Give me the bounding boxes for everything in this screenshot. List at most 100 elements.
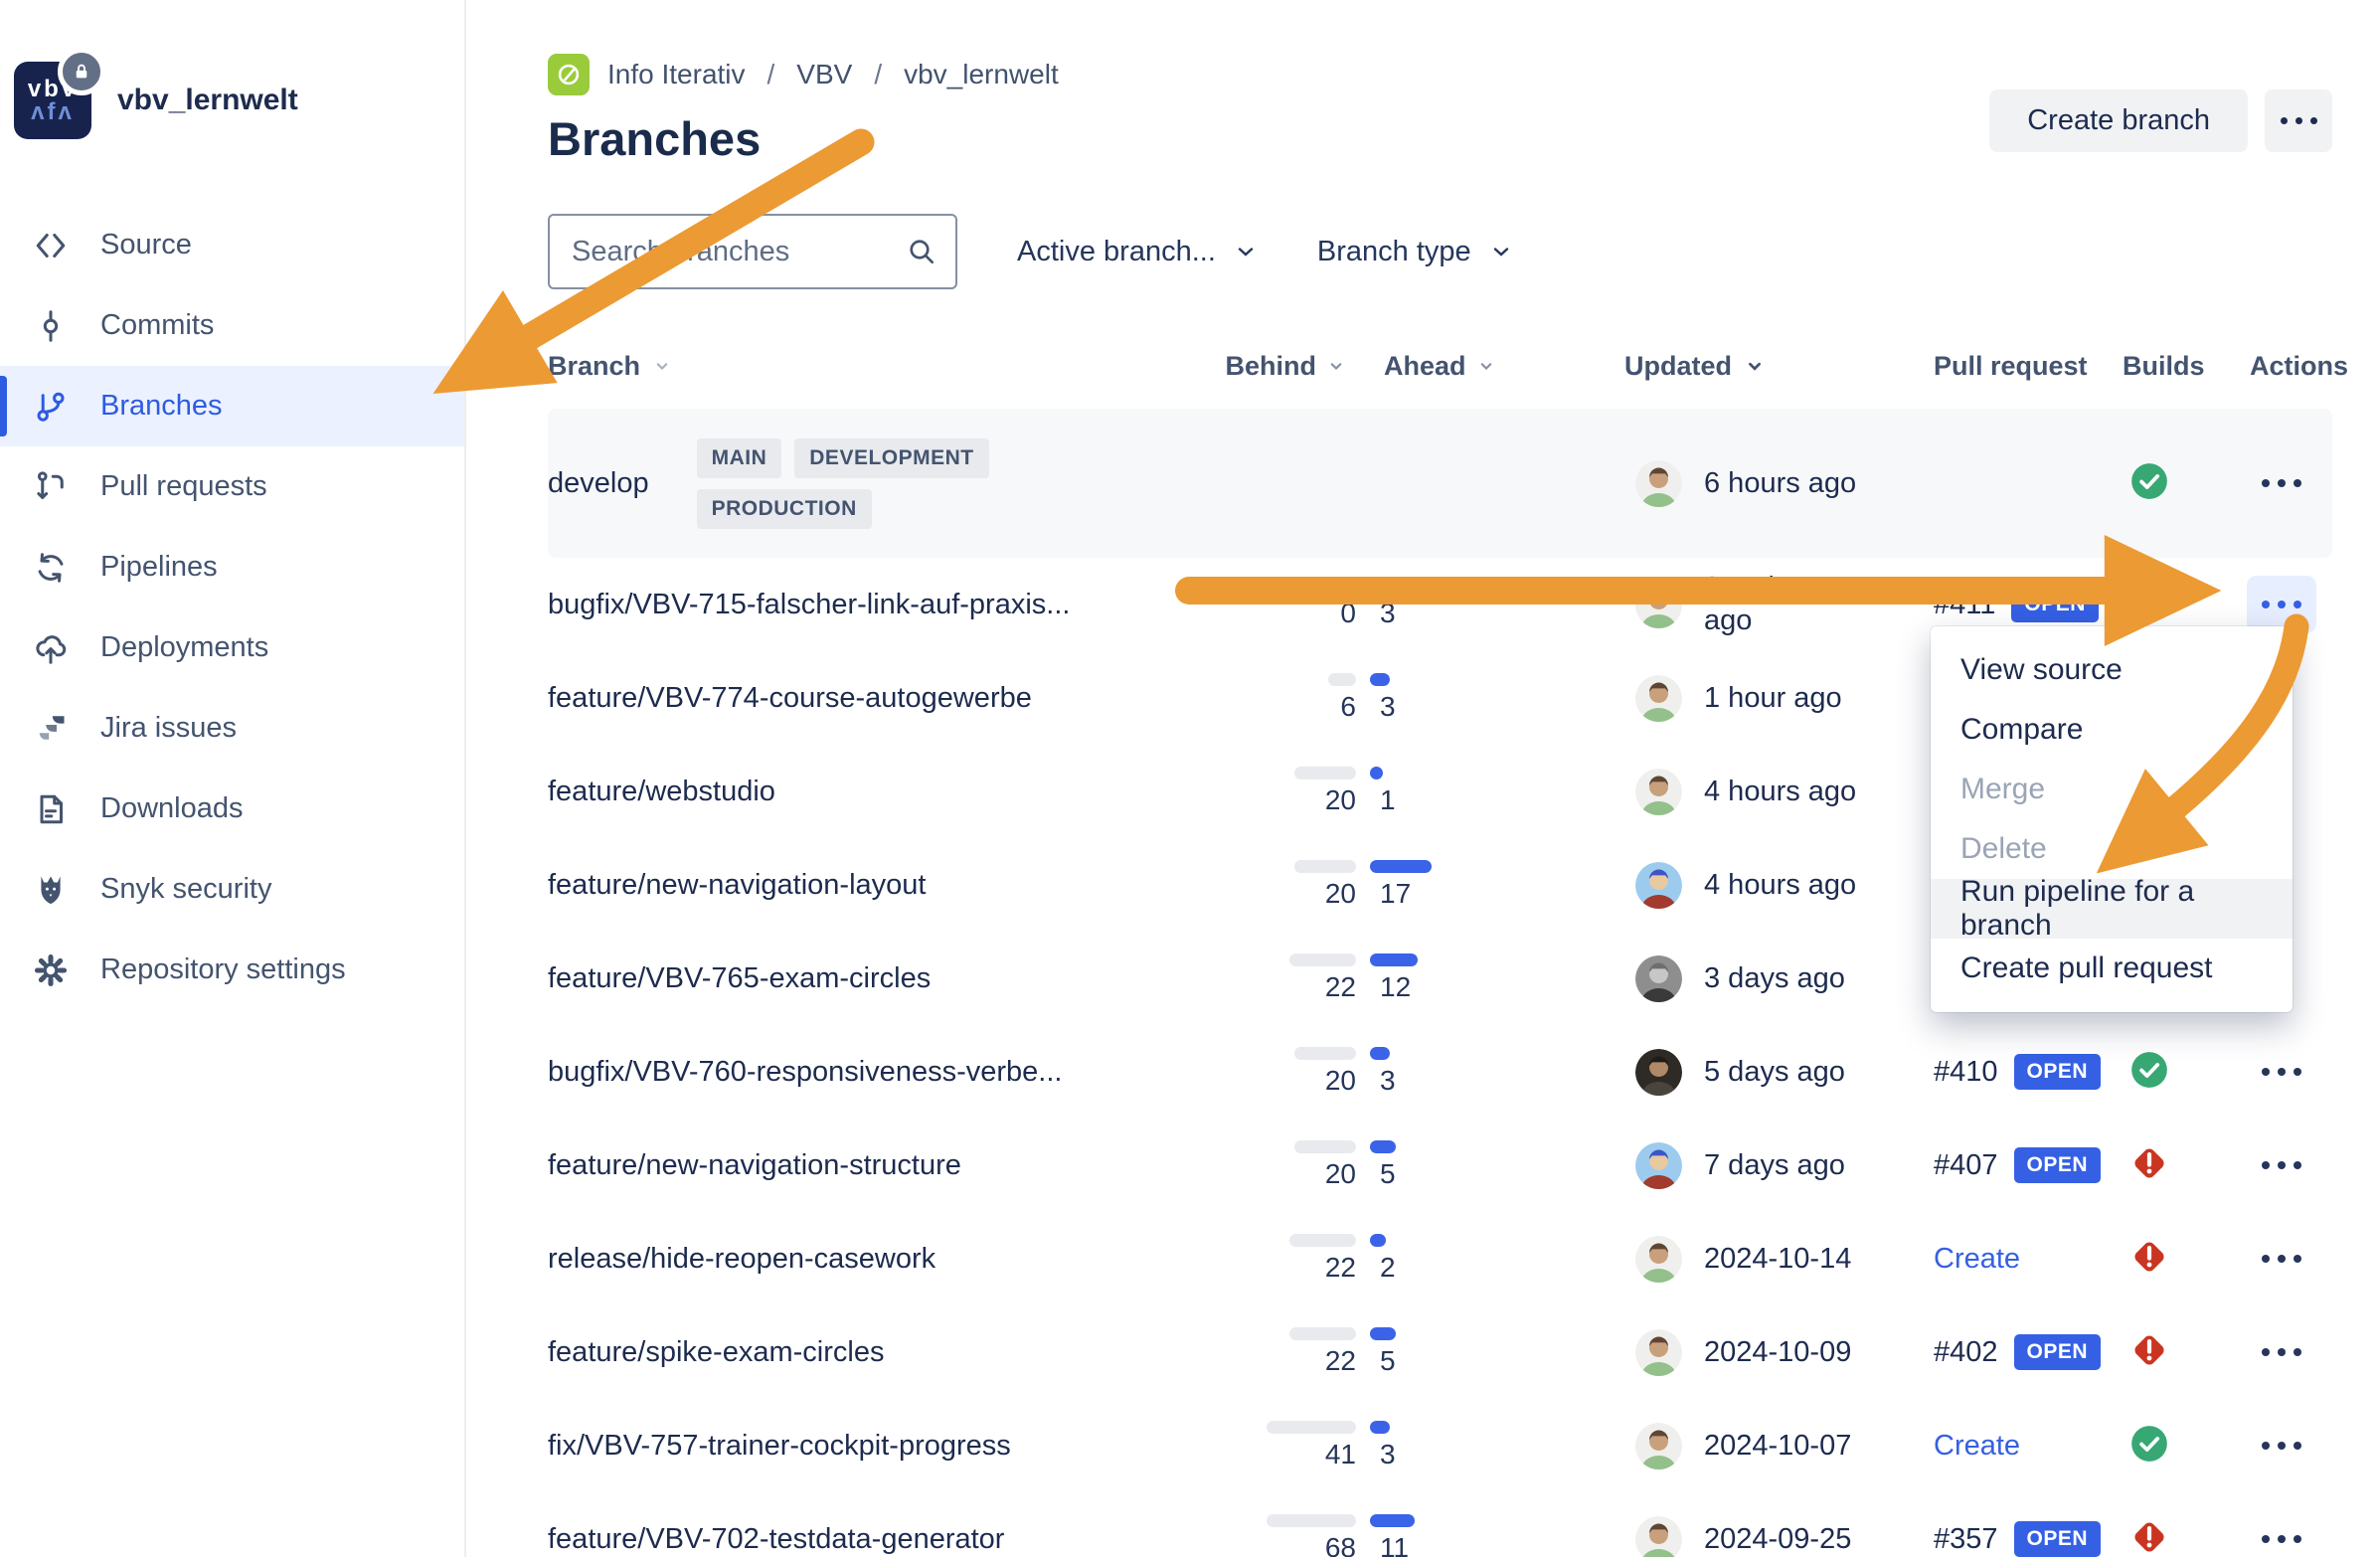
column-header-updated[interactable]: Updated (1512, 351, 1880, 382)
breadcrumb-separator: / (766, 59, 775, 89)
sidebar-item-repository-settings[interactable]: Repository settings (0, 930, 464, 1010)
column-header-behind[interactable]: Behind (1224, 351, 1368, 382)
updated-time: 2024-10-14 (1704, 1242, 1852, 1275)
row-actions-button[interactable] (2247, 1323, 2316, 1381)
create-branch-button[interactable]: Create branch (1989, 89, 2248, 152)
breadcrumb-project[interactable]: VBV (796, 59, 853, 89)
branch-type-filter[interactable]: Branch type (1317, 236, 1513, 268)
pull-request-link[interactable]: #357 (1934, 1522, 1998, 1555)
branch-name-link[interactable]: feature/new-navigation-structure (548, 1148, 961, 1181)
ahead-bar (1370, 580, 1390, 593)
branch-name-link[interactable]: bugfix/VBV-760-responsiveness-verbe... (548, 1055, 1063, 1088)
avatar (1635, 1048, 1682, 1096)
ahead-count: 5 (1380, 1345, 1396, 1376)
row-actions-button[interactable] (2246, 576, 2316, 633)
branch-row: bugfix/VBV-760-responsiveness-verbe... 2… (548, 1025, 2332, 1119)
pull-request-link[interactable]: #410 (1934, 1055, 1998, 1088)
branch-name-link[interactable]: fix/VBV-757-trainer-cockpit-progress (548, 1429, 1011, 1462)
ahead-bar (1370, 1327, 1396, 1340)
row-actions-button[interactable] (2247, 454, 2316, 512)
behind-bar (1267, 1421, 1356, 1434)
sidebar-item-commits[interactable]: Commits (0, 285, 464, 366)
menu-item-compare[interactable]: Compare (1960, 713, 2084, 746)
repo-name: vbv_lernwelt (117, 84, 298, 116)
actions-cell (2228, 1417, 2334, 1474)
branch-name-link[interactable]: feature/webstudio (548, 775, 775, 807)
private-lock-icon (58, 48, 105, 95)
menu-item-view-source[interactable]: View source (1960, 653, 2123, 686)
behind-bar (1346, 580, 1356, 593)
sidebar-item-pull-requests[interactable]: Pull requests (0, 446, 464, 527)
branch-name-link[interactable]: feature/VBV-702-testdata-generator (548, 1522, 1005, 1555)
badge-development: DEVELOPMENT (794, 437, 989, 478)
build-status-failed-icon[interactable] (2128, 1236, 2170, 1283)
updated-cell: 1 hour ago (1512, 674, 1880, 722)
more-options-button[interactable] (2265, 89, 2332, 152)
source-icon (32, 227, 69, 263)
behind-bar (1294, 1047, 1356, 1060)
breadcrumb-workspace[interactable]: Info Iterativ (607, 59, 746, 89)
repo-logo-line2: ʌfʌ (31, 98, 75, 125)
sidebar-item-jira-issues[interactable]: Jira issues (0, 688, 464, 769)
behind-count: 20 (1324, 1158, 1356, 1189)
menu-item-run-pipeline-for-a-branch[interactable]: Run pipeline for a branch (1931, 875, 2293, 942)
sidebar-item-downloads[interactable]: Downloads (0, 769, 464, 849)
sidebar-item-deployments[interactable]: Deployments (0, 607, 464, 688)
sidebar-item-pipelines[interactable]: Pipelines (0, 527, 464, 607)
chevron-down-icon (1493, 248, 1508, 257)
column-header-branch[interactable]: Branch (548, 351, 1224, 382)
branch-name-link[interactable]: feature/VBV-765-exam-circles (548, 961, 932, 994)
ahead-count: 1 (1380, 784, 1396, 815)
build-status-success-icon[interactable] (2128, 460, 2170, 507)
behind-ahead-cell: 22 12 (1224, 953, 1512, 1003)
build-status-in_progress-icon[interactable] (2128, 582, 2170, 628)
actions-cell (2228, 1136, 2334, 1194)
branch-row: feature/spike-exam-circles 22 5 2024-10-… (548, 1305, 2332, 1399)
behind-count: 20 (1324, 1065, 1356, 1096)
menu-item-create-pull-request[interactable]: Create pull request (1960, 952, 2213, 984)
updated-cell: 2024-10-14 (1512, 1235, 1880, 1283)
row-actions-button[interactable] (2247, 1136, 2316, 1194)
row-actions-button[interactable] (2247, 1510, 2316, 1557)
branch-row: feature/VBV-702-testdata-generator 68 11… (548, 1492, 2332, 1557)
branch-name-link[interactable]: bugfix/VBV-715-falscher-link-auf-praxis.… (548, 588, 1071, 620)
pull-request-link[interactable]: #411 (1934, 588, 1996, 620)
pull-requests-icon (32, 468, 69, 505)
commits-icon (32, 307, 69, 344)
behind-ahead-cell: 20 5 (1224, 1140, 1512, 1190)
ahead-count: 5 (1380, 1158, 1396, 1189)
create-pull-request-link[interactable]: Create (1934, 1242, 2021, 1275)
column-header-ahead[interactable]: Ahead (1368, 351, 1512, 382)
sidebar-item-source[interactable]: Source (0, 205, 464, 285)
row-actions-button[interactable] (2247, 1417, 2316, 1474)
row-actions-button[interactable] (2247, 1043, 2316, 1101)
branch-name-link[interactable]: release/hide-reopen-casework (548, 1242, 936, 1275)
behind-bar (1327, 673, 1356, 686)
search-input[interactable] (570, 234, 906, 269)
sidebar-item-branches[interactable]: Branches (0, 366, 464, 446)
sidebar-item-label: Commits (100, 309, 215, 341)
branch-name-link[interactable]: develop (548, 466, 649, 499)
create-pull-request-link[interactable]: Create (1934, 1429, 2021, 1462)
column-header-actions: Actions (2250, 350, 2349, 381)
build-status-failed-icon[interactable] (2128, 1516, 2170, 1557)
build-status-success-icon[interactable] (2128, 1423, 2170, 1470)
build-status-success-icon[interactable] (2128, 1049, 2170, 1096)
branch-name-link[interactable]: feature/spike-exam-circles (548, 1335, 885, 1368)
sidebar-nav: Source Commits Branches Pull requests Pi… (0, 205, 464, 1010)
behind-count: 6 (1340, 691, 1356, 722)
build-status-cell (2119, 582, 2228, 628)
breadcrumb-repo[interactable]: vbv_lernwelt (904, 59, 1059, 89)
ellipsis-icon (2261, 1535, 2301, 1543)
active-branches-filter[interactable]: Active branch... (1017, 236, 1258, 268)
branch-name-link[interactable]: feature/new-navigation-layout (548, 868, 927, 901)
pull-request-link[interactable]: #407 (1934, 1148, 1998, 1181)
row-actions-button[interactable] (2247, 1230, 2316, 1288)
branch-row: fix/VBV-757-trainer-cockpit-progress 41 … (548, 1399, 2332, 1492)
build-status-failed-icon[interactable] (2128, 1142, 2170, 1189)
sidebar-item-snyk-security[interactable]: Snyk security (0, 849, 464, 930)
pull-request-link[interactable]: #402 (1934, 1335, 1998, 1368)
updated-time: 1 hour ago (1704, 681, 1842, 714)
branch-name-link[interactable]: feature/VBV-774-course-autogewerbe (548, 681, 1032, 714)
build-status-failed-icon[interactable] (2128, 1329, 2170, 1376)
